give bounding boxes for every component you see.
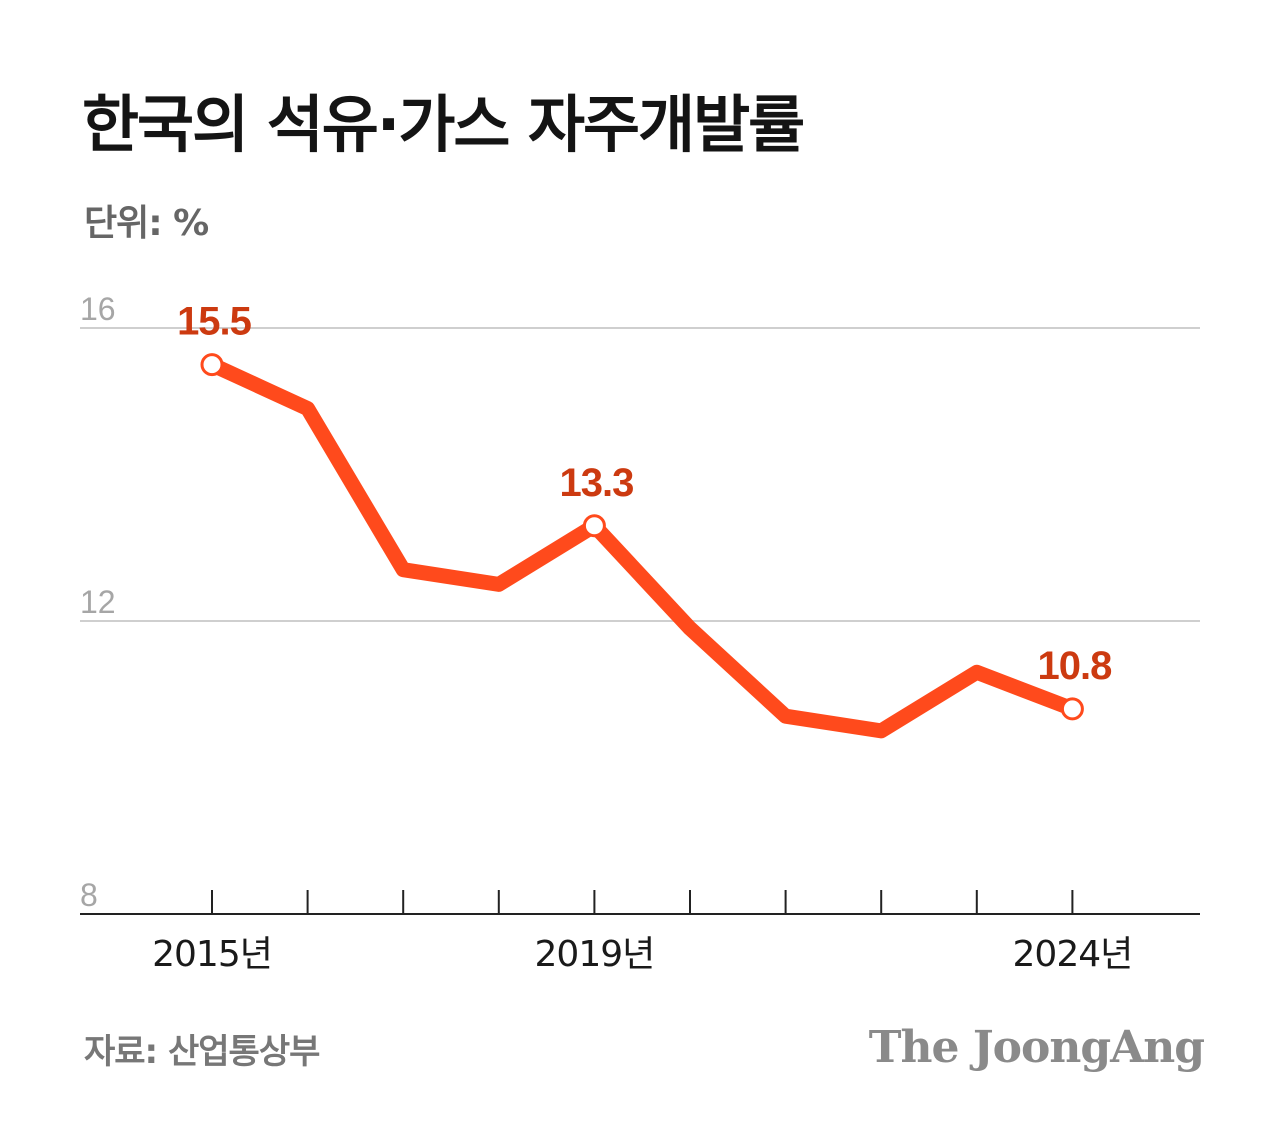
grid-layer: 16 12 8 (80, 291, 1200, 913)
y-tick-label: 12 (80, 584, 116, 620)
y-tick-label: 16 (80, 291, 116, 327)
data-labels: 15.5 13.3 10.8 (177, 300, 1113, 688)
y-tick-label: 8 (80, 877, 98, 913)
highlight-points (200, 353, 1084, 721)
unit-label: 단위: % (84, 203, 209, 244)
data-label: 10.8 (1037, 644, 1112, 688)
chart-title: 한국의 석유·가스 자주개발률 (82, 88, 805, 161)
series-layer (204, 357, 1080, 739)
data-point-marker (200, 353, 224, 377)
source-note: 자료: 산업통상부 (84, 1032, 320, 1072)
data-label: 13.3 (559, 461, 633, 505)
x-axis: 2015년 2019년 2024년 (80, 890, 1200, 975)
data-point-marker (582, 514, 606, 538)
data-point-marker (1060, 697, 1084, 721)
data-label: 15.5 (177, 300, 252, 344)
x-tick-label: 2019년 (535, 934, 655, 975)
x-tick-label: 2015년 (152, 934, 272, 975)
publisher-logo: The JoongAng (868, 1022, 1205, 1073)
x-tick-label: 2024년 (1013, 934, 1133, 975)
series-line (204, 357, 1080, 739)
